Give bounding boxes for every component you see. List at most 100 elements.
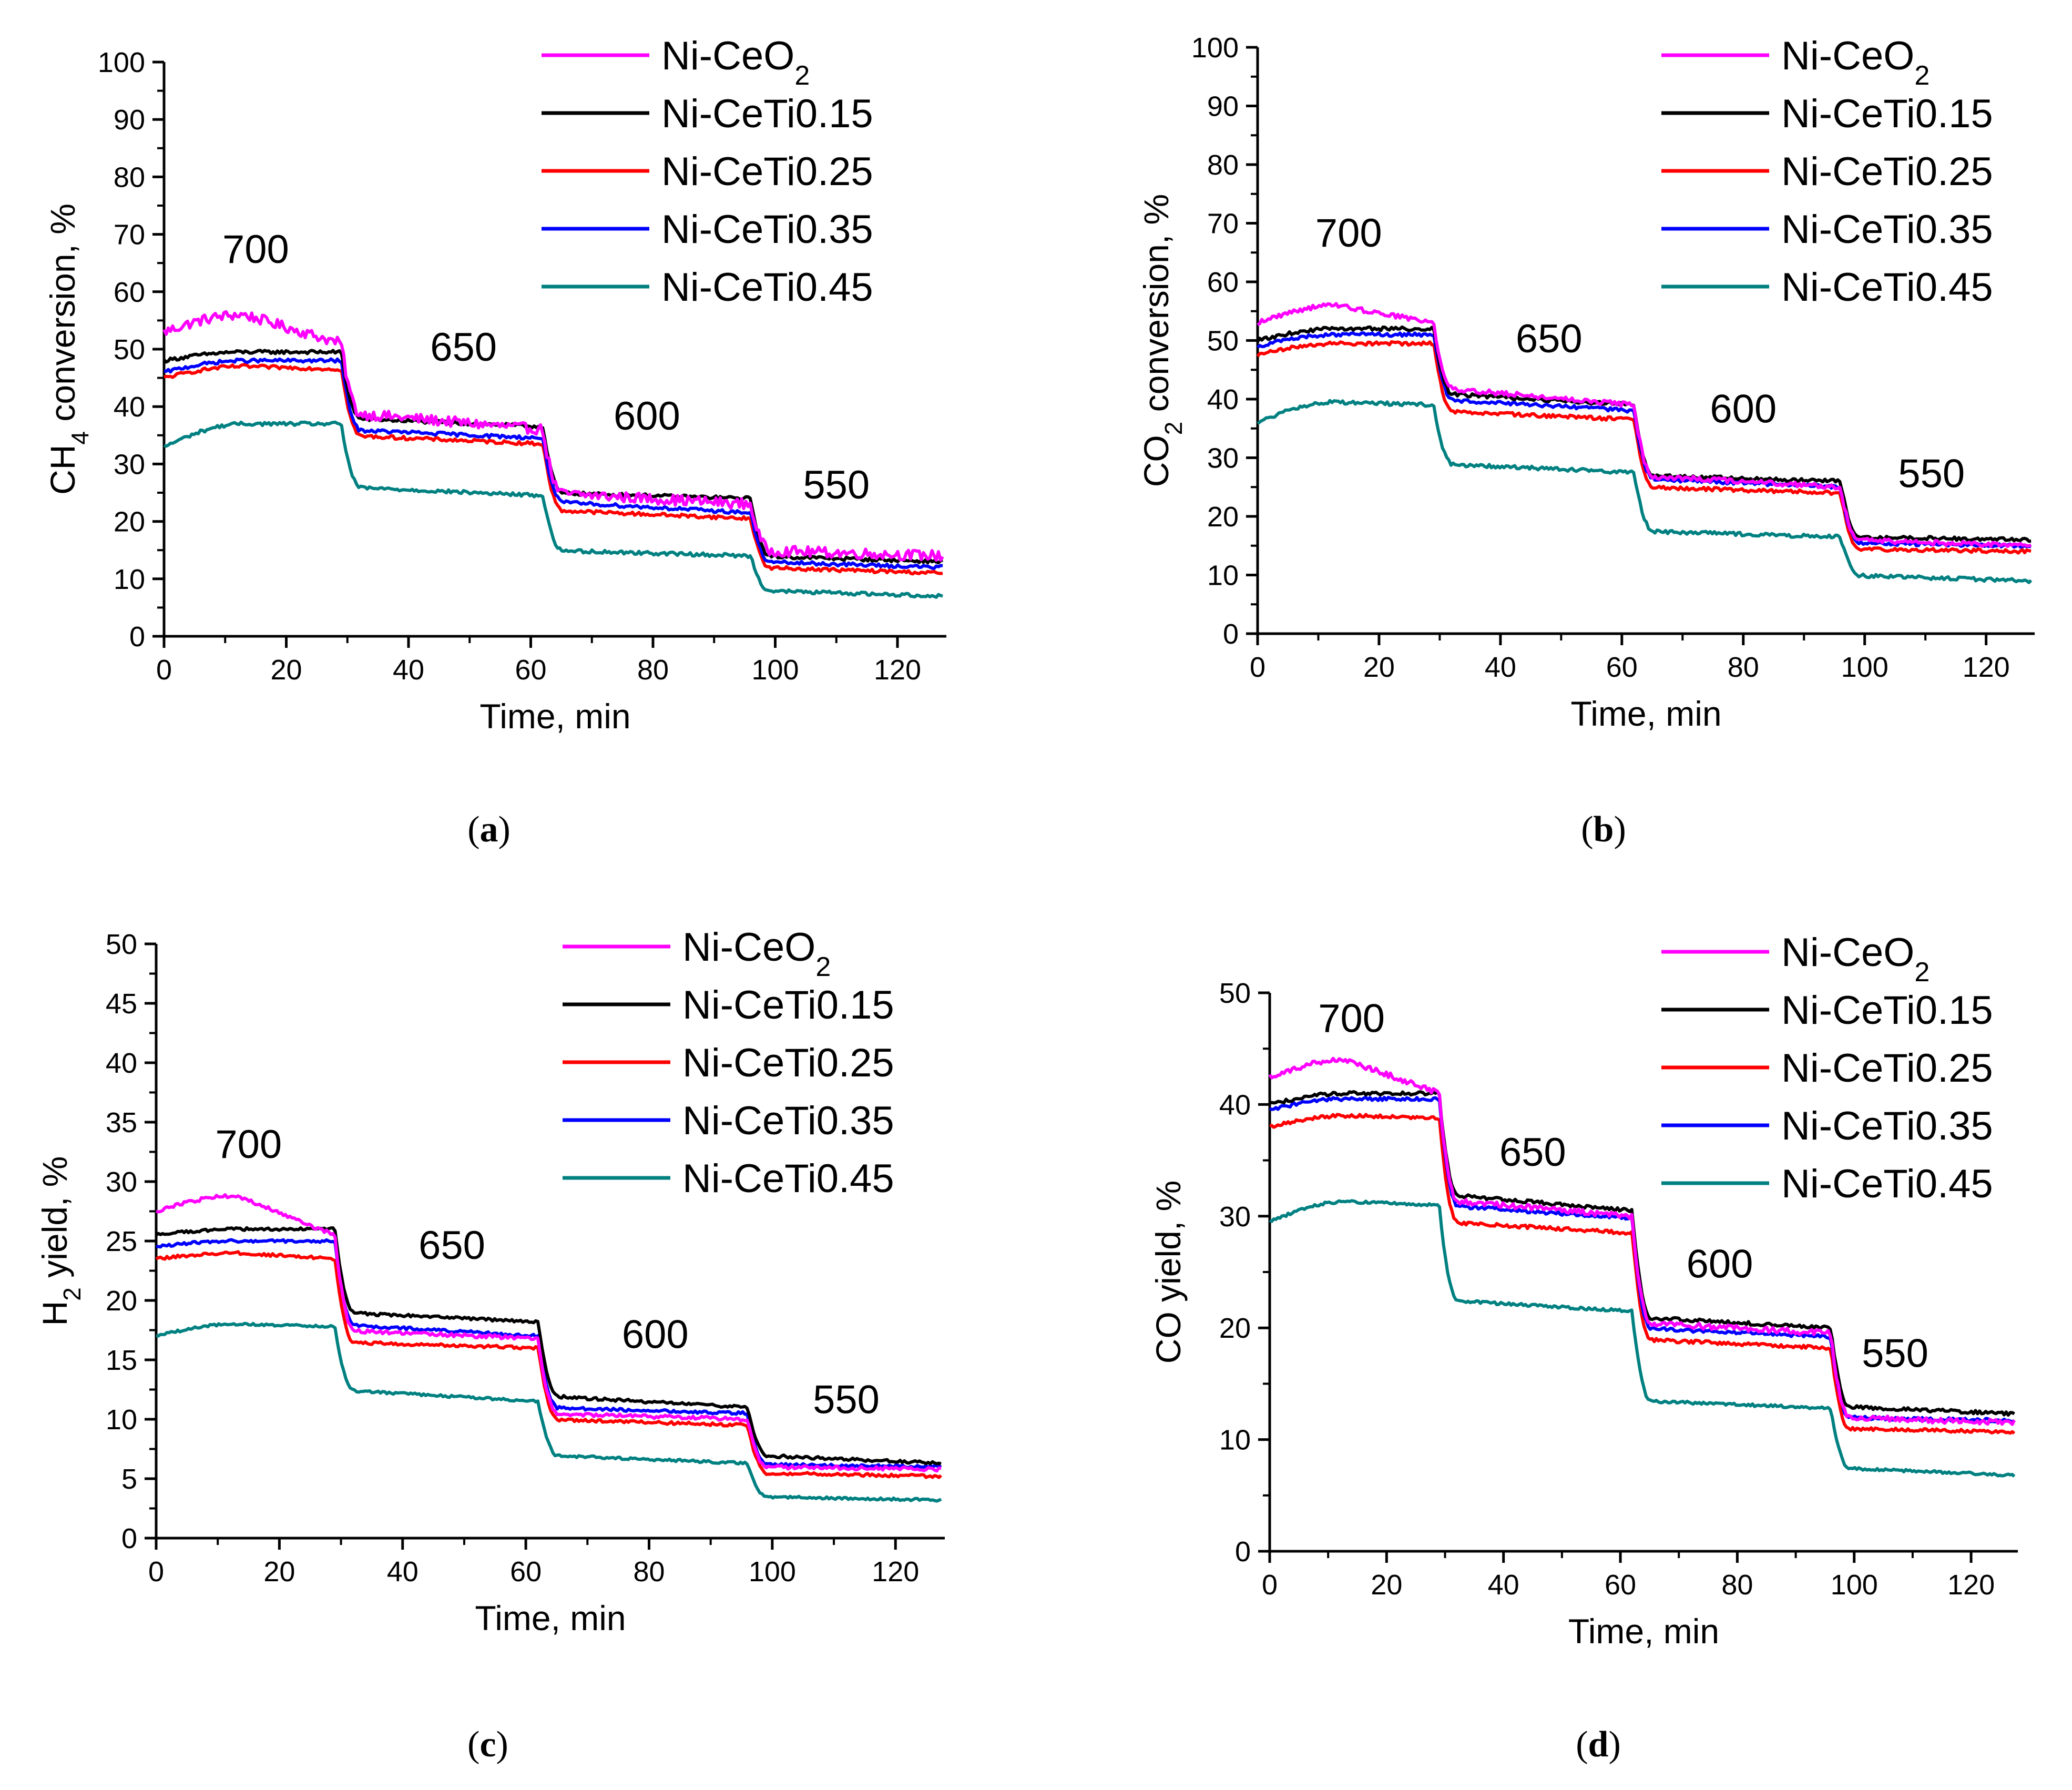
x-tick-label: 120 — [872, 1556, 919, 1588]
legend-label: Ni-CeTi0.45 — [1781, 1162, 1993, 1206]
legend-label: Ni-CeO2 — [682, 925, 831, 982]
y-tick-label: 15 — [106, 1345, 137, 1376]
y-tick-label: 35 — [106, 1107, 137, 1138]
x-tick-label: 40 — [1485, 652, 1516, 683]
temperature-label: 550 — [1898, 451, 1965, 496]
panel-caption: (d) — [1576, 1724, 1621, 1765]
panel-c: 0 20 40 60 80 100 120 0 5 10 15 20 25 30 35 40 45 50 Time,… — [35, 925, 945, 1765]
y-tick-label: 40 — [1207, 384, 1239, 415]
y-tick-label: 40 — [114, 391, 145, 423]
y-tick-label: 30 — [1207, 443, 1239, 474]
x-tick-label: 20 — [1363, 652, 1395, 683]
temperature-label: 550 — [813, 1378, 880, 1422]
y-tick-label: 25 — [106, 1226, 137, 1257]
temperature-label: 700 — [1318, 996, 1385, 1041]
legend-label: Ni-CeTi0.35 — [682, 1099, 894, 1143]
y-tick-label: 5 — [121, 1463, 137, 1495]
temperature-label: 650 — [1516, 317, 1583, 361]
temperature-label: 700 — [222, 227, 289, 272]
temperature-label: 550 — [803, 463, 870, 507]
series-line-ni-ceti0-35 — [164, 357, 943, 570]
temperature-label: 600 — [1687, 1242, 1753, 1287]
y-tick-label: 60 — [114, 277, 145, 308]
y-tick-label: 45 — [106, 988, 137, 1020]
y-tick-label: 20 — [1207, 501, 1239, 533]
temperature-label: 650 — [419, 1223, 485, 1268]
x-tick-label: 20 — [1371, 1569, 1402, 1601]
temperature-label: 600 — [622, 1312, 689, 1357]
y-tick-label: 50 — [106, 929, 137, 960]
temperature-label: 650 — [430, 325, 497, 370]
series-line-ni-ceo2 — [156, 1193, 942, 1473]
y-tick-label: 100 — [1191, 32, 1239, 64]
x-tick-label: 40 — [393, 654, 424, 686]
y-tick-label: 90 — [114, 104, 145, 136]
y-tick-label: 0 — [121, 1523, 137, 1554]
y-axis-title: CO yield, % — [1149, 1181, 1188, 1364]
x-tick-label: 100 — [751, 654, 799, 686]
x-tick-label: 100 — [1841, 652, 1889, 683]
x-tick-label: 80 — [1721, 1569, 1753, 1601]
y-tick-label: 50 — [1219, 978, 1251, 1009]
x-tick-label: 100 — [1831, 1569, 1878, 1601]
series-line-ni-ceo2 — [1268, 1056, 2016, 1426]
series-line-ni-ceo2 — [1257, 302, 2032, 548]
legend-label: Ni-CeTi0.45 — [661, 265, 873, 310]
y-tick-label: 20 — [106, 1285, 137, 1317]
series-line-ni-ceti0-25 — [1269, 1113, 2016, 1435]
x-tick-label: 120 — [1947, 1569, 1995, 1601]
x-tick-label: 0 — [156, 654, 172, 686]
legend-label: Ni-CeO2 — [1781, 34, 1930, 91]
series-line-ni-ceti0-45 — [1257, 399, 2033, 584]
series-line-ni-ceo2 — [162, 310, 944, 562]
legend-label: Ni-CeTi0.15 — [682, 983, 894, 1028]
series-line-ni-ceti0-15 — [155, 1226, 942, 1466]
x-tick-label: 80 — [633, 1556, 665, 1588]
panel-a: 0 20 40 60 80 100 120 0 10 20 30 40 50 60 70 80 90 100 Tim… — [43, 34, 946, 850]
y-tick-label: 60 — [1207, 267, 1239, 298]
series-line-ni-ceti0-45 — [1269, 1199, 2016, 1478]
y-tick-label: 30 — [106, 1166, 137, 1198]
y-tick-label: 0 — [129, 621, 145, 653]
series-line-ni-ceti0-25 — [155, 1250, 943, 1479]
y-tick-label: 20 — [1219, 1313, 1251, 1344]
legend-label: Ni-CeO2 — [661, 34, 810, 91]
series-line-ni-ceti0-35 — [156, 1238, 942, 1470]
legend-label: Ni-CeTi0.35 — [1781, 1104, 1993, 1148]
y-tick-label: 30 — [1219, 1201, 1251, 1233]
temperature-label: 700 — [215, 1122, 282, 1167]
y-tick-label: 80 — [114, 161, 145, 193]
x-tick-label: 40 — [1488, 1569, 1519, 1601]
x-axis-title: Time, min — [479, 697, 630, 736]
y-tick-label: 30 — [114, 449, 145, 480]
panel-caption: (a) — [467, 809, 511, 850]
legend-label: Ni-CeTi0.25 — [1781, 1046, 1993, 1091]
x-tick-label: 0 — [1250, 652, 1265, 683]
y-tick-label: 10 — [106, 1404, 137, 1436]
y-tick-label: 70 — [114, 219, 145, 251]
x-axis-title: Time, min — [1568, 1612, 1719, 1651]
y-tick-label: 40 — [106, 1047, 137, 1079]
x-tick-label: 40 — [387, 1556, 419, 1588]
x-tick-label: 120 — [1963, 652, 2010, 683]
x-tick-label: 60 — [510, 1556, 542, 1588]
legend-label: Ni-CeTi0.25 — [661, 149, 873, 194]
series-line-ni-ceti0-45 — [164, 420, 943, 599]
x-tick-label: 80 — [1728, 652, 1759, 683]
y-tick-label: 70 — [1207, 208, 1239, 240]
y-tick-label: 0 — [1223, 618, 1239, 650]
legend-label: Ni-CeTi0.35 — [1781, 207, 1993, 252]
series-line-ni-ceti0-15 — [1256, 325, 2032, 543]
y-tick-label: 10 — [114, 564, 145, 595]
series-line-ni-ceti0-25 — [1256, 340, 2032, 555]
y-tick-label: 10 — [1219, 1425, 1251, 1456]
panel-caption: (c) — [467, 1724, 508, 1765]
series-line-ni-ceti0-45 — [156, 1321, 942, 1503]
y-axis-title: CH4 conversion, % — [43, 204, 94, 495]
temperature-label: 700 — [1315, 211, 1382, 256]
x-tick-label: 20 — [270, 654, 302, 686]
panel-caption: (b) — [1581, 809, 1626, 850]
legend-label: Ni-CeTi0.15 — [661, 91, 873, 136]
x-tick-label: 100 — [749, 1556, 796, 1588]
y-tick-label: 90 — [1207, 91, 1239, 123]
